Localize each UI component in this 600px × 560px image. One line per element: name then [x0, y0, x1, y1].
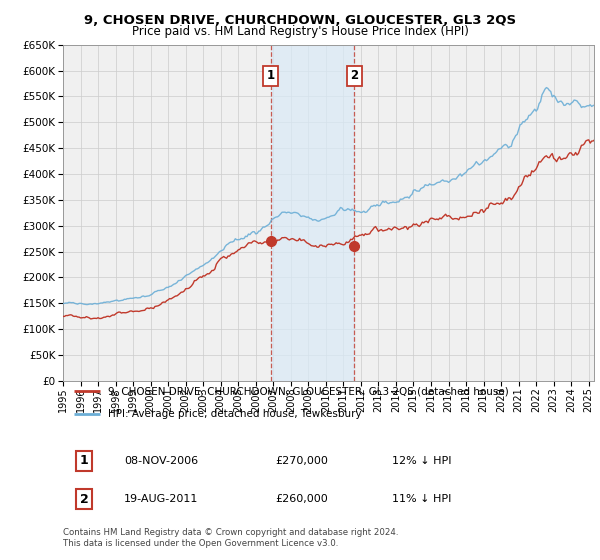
Text: 1: 1 — [267, 69, 275, 82]
Text: 9, CHOSEN DRIVE, CHURCHDOWN, GLOUCESTER, GL3 2QS (detached house): 9, CHOSEN DRIVE, CHURCHDOWN, GLOUCESTER,… — [108, 386, 509, 396]
Text: 2: 2 — [350, 69, 358, 82]
Bar — [271, 45, 355, 381]
Text: 1: 1 — [80, 454, 89, 467]
Text: 11% ↓ HPI: 11% ↓ HPI — [392, 494, 452, 504]
Text: 9, CHOSEN DRIVE, CHURCHDOWN, GLOUCESTER, GL3 2QS: 9, CHOSEN DRIVE, CHURCHDOWN, GLOUCESTER,… — [84, 14, 516, 27]
Text: 12% ↓ HPI: 12% ↓ HPI — [392, 456, 452, 465]
Text: Price paid vs. HM Land Registry's House Price Index (HPI): Price paid vs. HM Land Registry's House … — [131, 25, 469, 38]
Text: 19-AUG-2011: 19-AUG-2011 — [124, 494, 199, 504]
Text: 08-NOV-2006: 08-NOV-2006 — [124, 456, 198, 465]
Text: £270,000: £270,000 — [275, 456, 328, 465]
Text: 2: 2 — [80, 493, 89, 506]
Text: HPI: Average price, detached house, Tewkesbury: HPI: Average price, detached house, Tewk… — [108, 409, 362, 418]
Text: £260,000: £260,000 — [275, 494, 328, 504]
Text: Contains HM Land Registry data © Crown copyright and database right 2024.
This d: Contains HM Land Registry data © Crown c… — [63, 528, 398, 548]
